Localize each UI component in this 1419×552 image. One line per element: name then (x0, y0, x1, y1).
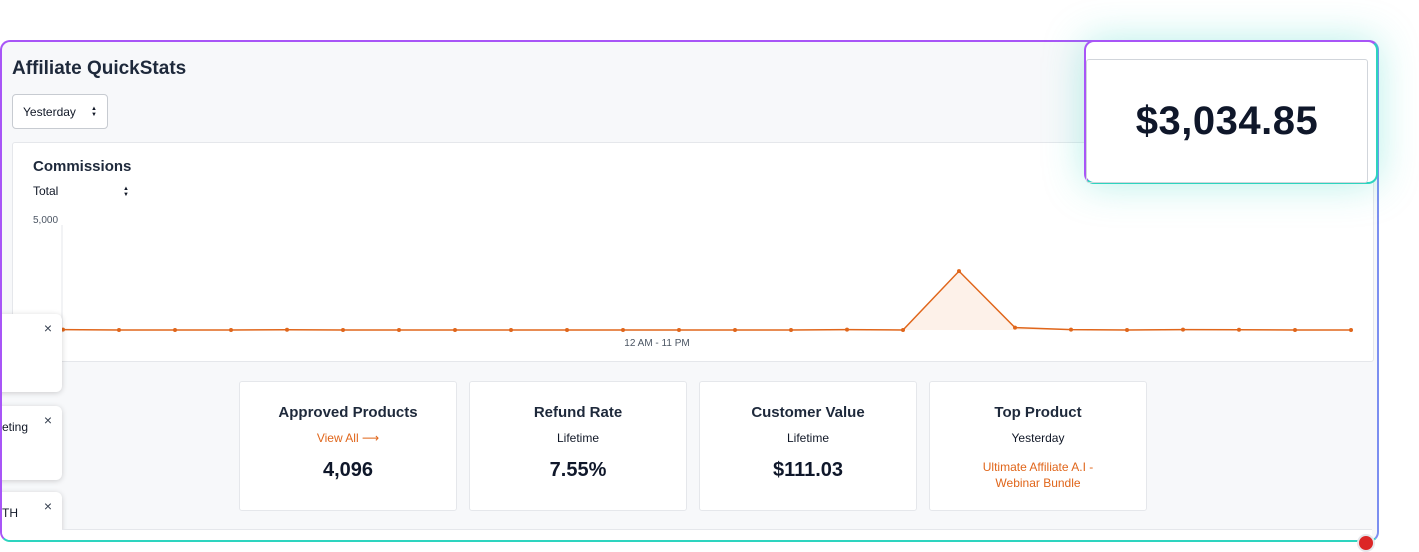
data-point (117, 328, 121, 332)
series-line (62, 270, 1351, 331)
close-icon[interactable]: × (43, 498, 52, 514)
data-point (1293, 328, 1297, 332)
status-dot (1357, 534, 1375, 552)
stat-heading: Approved Products (278, 404, 418, 421)
close-icon[interactable]: × (43, 320, 52, 336)
data-point (845, 327, 849, 332)
data-point (565, 328, 569, 332)
notification-card[interactable]: × (2, 314, 62, 392)
data-point (733, 328, 737, 332)
data-point (341, 328, 345, 332)
stat-heading: Customer Value (751, 404, 865, 421)
data-point (677, 328, 681, 332)
data-point (1237, 327, 1241, 332)
stat-heading: Refund Rate (533, 404, 623, 421)
highlight-card: $3,034.85 (1084, 40, 1378, 184)
customer-value-card: Customer Value Lifetime $111.03 (699, 381, 917, 511)
highlight-value: $3,034.85 (1135, 98, 1319, 143)
data-point (397, 328, 401, 332)
chart-title: Commissions (33, 158, 132, 175)
refund-rate-card: Refund Rate Lifetime 7.55% (469, 381, 687, 511)
data-point (901, 328, 905, 332)
data-point (1349, 328, 1353, 332)
series-select-value: Total (33, 184, 59, 198)
data-point (229, 328, 233, 332)
data-point (1069, 327, 1073, 332)
commissions-chart: 5,000 12 AM - 11 PM (33, 215, 1353, 349)
next-section (62, 529, 1372, 540)
series-select[interactable]: Total ▲ ▼ (33, 184, 129, 200)
page-title: Affiliate QuickStats (12, 58, 187, 79)
period-select[interactable]: Yesterday ▲ ▼ (12, 94, 108, 129)
data-point (621, 328, 625, 332)
select-arrows-icon: ▲ ▼ (123, 186, 129, 198)
stat-subtitle: Yesterday (1011, 431, 1065, 445)
notification-text: eting (2, 420, 29, 434)
data-point (509, 328, 513, 332)
data-point (61, 327, 65, 332)
stat-subtitle: Lifetime (556, 431, 600, 445)
data-point (1181, 327, 1185, 332)
data-point (1125, 328, 1129, 332)
select-arrows-icon: ▲ ▼ (91, 105, 97, 118)
close-icon[interactable]: × (43, 412, 52, 428)
highlight-inner: $3,034.85 (1086, 59, 1368, 183)
series-area (63, 271, 1351, 330)
stat-subtitle: Lifetime (786, 431, 830, 445)
top-product-link[interactable]: Ultimate Affiliate A.I - Webinar Bundle (982, 460, 1094, 490)
notification-text: TH (2, 506, 18, 520)
data-point (453, 328, 457, 332)
data-point (1013, 325, 1017, 330)
x-axis-label: 12 AM - 11 PM (624, 338, 689, 349)
period-select-value: Yesterday (23, 104, 76, 119)
y-tick-label: 5,000 (33, 215, 58, 226)
approved-products-card: Approved Products View All ⟶ 4,096 (239, 381, 457, 511)
stat-heading: Top Product (994, 404, 1082, 421)
top-product-card: Top Product Yesterday Ultimate Affiliate… (929, 381, 1147, 511)
stat-value: 4,096 (322, 459, 374, 481)
data-point (789, 328, 793, 332)
stat-value: 7.55% (549, 459, 607, 481)
view-all-link[interactable]: View All ⟶ (316, 431, 380, 445)
stat-value: $111.03 (772, 459, 844, 481)
data-point (285, 327, 289, 332)
notification-card[interactable]: eting × (2, 406, 62, 480)
notification-card[interactable]: TH × (2, 492, 62, 540)
data-point (173, 328, 177, 332)
data-point (957, 269, 961, 274)
